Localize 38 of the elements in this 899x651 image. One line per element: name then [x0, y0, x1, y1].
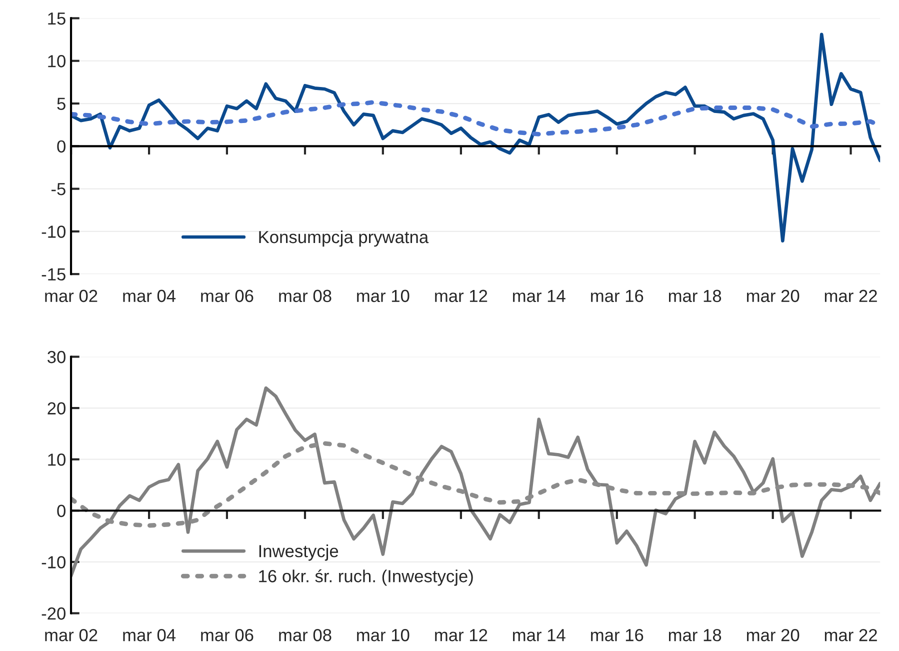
x-tick-label: mar 04: [123, 628, 176, 642]
x-tick-label: mar 14: [513, 290, 566, 302]
x-tick-label: mar 12: [435, 290, 488, 302]
x-tick-label: mar 12: [435, 628, 488, 642]
x-tick-label: mar 22: [824, 290, 877, 302]
x-tick-label: mar 08: [279, 290, 332, 302]
x-tick-label: mar 08: [279, 628, 332, 642]
legend-label: 16 okr. śr. ruch. (Inwestycje): [259, 569, 473, 586]
x-tick-label: mar 10: [357, 290, 410, 302]
x-tick-label: mar 02: [45, 628, 98, 642]
y-tick-label: 10: [48, 454, 66, 466]
x-tick-label: mar 04: [123, 290, 176, 302]
x-tick-label: mar 02: [45, 290, 98, 302]
y-tick-label: 0: [57, 140, 66, 153]
y-tick-label: -20: [42, 607, 66, 620]
x-tick-label: mar 18: [668, 290, 722, 302]
legend-label: Inwestycje: [259, 544, 338, 561]
x-tick-label: mar 20: [746, 628, 800, 642]
x-tick-label: mar 22: [824, 628, 877, 642]
y-tick-label: -5: [51, 183, 66, 196]
y-tick-label: 0: [57, 504, 66, 518]
x-tick-label: mar 16: [591, 290, 644, 302]
x-tick-label: mar 06: [201, 290, 254, 302]
y-tick-label: -15: [42, 268, 66, 281]
y-tick-label: -10: [42, 226, 66, 238]
x-tick-label: mar 18: [668, 628, 722, 642]
y-tick-label: -10: [42, 556, 66, 568]
x-tick-label: mar 06: [201, 628, 254, 642]
x-tick-label: mar 14: [513, 629, 566, 642]
x-tick-label: mar 20: [746, 290, 800, 302]
y-tick-label: 30: [48, 350, 66, 364]
y-tick-label: 5: [57, 98, 66, 110]
x-tick-label: mar 10: [357, 628, 410, 642]
legend-label: Konsumpcja prywatna: [259, 230, 429, 247]
y-tick-label: 15: [48, 12, 66, 25]
y-tick-label: 20: [48, 402, 66, 415]
y-tick-label: 10: [48, 55, 66, 68]
x-tick-label: mar 16: [591, 628, 644, 642]
